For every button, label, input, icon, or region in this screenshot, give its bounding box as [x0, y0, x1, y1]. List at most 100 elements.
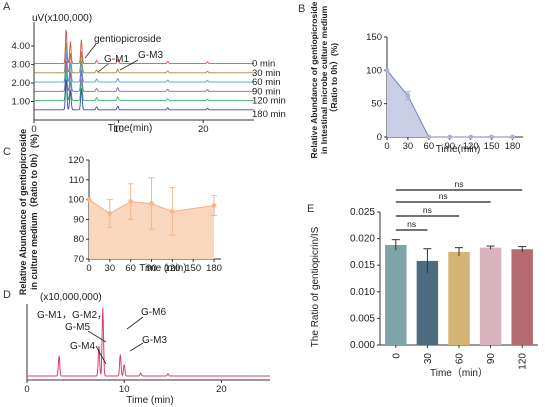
panel-e-y-tick-label: 0.020: [350, 234, 375, 245]
panel-b-data-point: [447, 134, 453, 140]
panel-b-y-tick-label: 50: [371, 99, 382, 110]
panel-c-x-tick-label: 30: [105, 263, 116, 274]
panel-c-data-point: [86, 197, 92, 203]
panel-letter-e: E: [307, 203, 314, 215]
panel-e-x-tick-label: 30: [423, 353, 434, 365]
panel-c-ylabel-line-2: in culture medium（Ratio to 0h）(%): [29, 134, 39, 290]
panel-e-y-tick-label: 0.025: [350, 207, 375, 218]
panel-c-data-point: [211, 203, 217, 208]
panel-c-ylabel-line-1: Relative Abundance of gentiopicroside: [18, 129, 28, 295]
panel-e-xlabel: Time（min）: [430, 367, 488, 379]
panel-a-trace-4: [34, 69, 254, 102]
panel-e-bar: [479, 247, 502, 345]
panel-d-unit-label: (x10,000,000): [40, 292, 102, 303]
panel-letter-b: B: [298, 3, 305, 15]
panel-e-x-tick-label: 90: [486, 353, 497, 365]
panel-c-data-point: [169, 209, 175, 214]
panel-c: C Relative Abundance of gentiopicroside …: [3, 129, 222, 295]
panel-e-x-tick-label: 60: [455, 353, 466, 365]
panel-b-area-fill: [387, 70, 513, 137]
panel-e-significance-label: ns: [455, 179, 464, 189]
panel-e-y-tick-label: 0.005: [350, 313, 375, 324]
panel-b-plot-area: 0 50 100 150 0 30 60 90 120 150 180: [366, 32, 523, 152]
panel-a-trace-3: [34, 60, 254, 92]
panel-a-arrow-gentiopicroside: [84, 43, 97, 59]
panel-a-xlabel: Time(min): [108, 123, 153, 134]
panel-c-data-point: [128, 199, 134, 204]
annotation-g-m4: G-M4: [70, 341, 95, 352]
panel-e-significance-label: ns: [407, 219, 416, 229]
panel-c-x-tick-label: 60: [125, 263, 136, 274]
panel-c-data-point: [107, 211, 113, 216]
panel-b-data-point: [384, 67, 390, 73]
panel-b-y-tick-label: 150: [366, 32, 382, 43]
panel-c-plot-area: 70 80 90 100 110 120 0 30 60 90 120 150 180: [68, 155, 222, 274]
panel-b-x-tick-label: 120: [463, 141, 479, 152]
panel-b-data-point: [489, 134, 495, 140]
panel-b-x-tick-label: 30: [403, 141, 414, 152]
panel-c-series-line: [88, 199, 215, 215]
panel-d-xlabel: Time (min): [126, 395, 173, 406]
panel-c-y-tick-label: 90: [73, 214, 84, 225]
panel-b-ylabel-line-2: in Intestinal microbe culture medium: [319, 5, 329, 154]
panel-letter-a: A: [3, 1, 11, 13]
panel-d-arrow-g-m4: [95, 345, 107, 365]
panel-b-x-tick-label: 180: [505, 141, 521, 152]
panel-a-series-label: 180 min: [252, 109, 286, 120]
panel-b-x-tick-label: 60: [424, 141, 435, 152]
panel-a-unit-label: uV(x100,000): [32, 13, 92, 24]
panel-b-data-point: [405, 93, 411, 99]
panel-e-y-tick-label: 0.015: [350, 260, 375, 271]
panel-c-y-tick-label: 120: [68, 155, 84, 166]
panel-c-x-tick-label: 0: [86, 263, 91, 274]
panel-b-data-point: [510, 134, 515, 140]
panel-e: E The Ratio of gentiopicrin/IS 0.000 0.00…: [307, 179, 538, 379]
panel-c-x-tick-label: 120: [164, 263, 180, 274]
panel-b-y-tick-label: 100: [366, 65, 382, 76]
panel-a-series-label: 30 min: [252, 68, 281, 79]
panel-c-y-tick-label: 70: [73, 254, 84, 265]
panel-c-y-tick-label: 100: [68, 195, 84, 206]
panel-c-x-tick-label: 180: [206, 263, 222, 274]
panel-b-x-tick-label: 0: [384, 141, 389, 152]
panel-b-ylabel-line-1: Relative Abundance of gentiopicroside: [309, 1, 319, 158]
panel-e-bar: [448, 251, 470, 345]
panel-b-xlabel: Time(min): [436, 144, 481, 155]
panel-b-ylabel-line-3: （Ratio to 0h）(%): [329, 43, 339, 117]
panel-letter-c: C: [3, 146, 11, 158]
panel-e-x-tick-label: 120: [518, 353, 529, 370]
panel-a-y-tick-label: 4.00: [12, 41, 31, 52]
panel-d: D (x10,000,000) 0 10 20 Time (min) G-M1，G-…: [3, 289, 270, 406]
panel-a-series-label: 0 min: [252, 59, 275, 70]
panel-c-x-tick-label: 150: [185, 263, 201, 274]
panel-e-y-tick-label: 0.000: [350, 340, 375, 351]
annotation-g-m1: G-M1: [104, 54, 129, 65]
annotation-gentiopicroside: gentiopicroside: [94, 34, 162, 45]
panel-b-x-tick-label: 150: [484, 141, 500, 152]
panel-e-bar: [416, 260, 439, 345]
panel-d-trace: [27, 307, 270, 377]
panel-e-ylabel: The Ratio of gentiopicrin/IS: [310, 226, 321, 347]
panel-e-significance-label: ns: [423, 205, 432, 215]
panel-d-plot-area: 0 10 20: [24, 304, 270, 395]
panel-a-series-label: 120 min: [252, 96, 286, 107]
annotation-g-m3: G-M3: [138, 50, 163, 61]
panel-a-y-tick-label: 2.00: [12, 78, 31, 89]
panel-a-y-tick-label: 1.00: [12, 97, 31, 108]
panel-b-x-tick-label: 90: [444, 141, 455, 152]
panel-a: A uV(x100,000) 1.00 2.00 3.00 4.00 0 10 20 0 mi…: [3, 1, 286, 135]
panel-b-y-tick-label: 0: [377, 132, 382, 143]
panel-a-x-tick-label: 0: [31, 124, 36, 135]
panel-letter-d: D: [3, 289, 11, 301]
panel-a-arrow-g-m3: [119, 59, 139, 71]
annotation-g-m6: G-M6: [141, 307, 166, 318]
panel-a-x-tick-label: 20: [198, 124, 209, 135]
panel-a-trace-0: [34, 29, 254, 65]
panel-e-x-tick-label: 0: [391, 353, 402, 359]
annotation-g-m5: G-M5: [65, 322, 90, 333]
panel-c-y-tick-label: 80: [73, 234, 84, 245]
panel-d-arrow-g-m6: [126, 316, 144, 330]
panel-a-trace-5: [34, 78, 254, 111]
